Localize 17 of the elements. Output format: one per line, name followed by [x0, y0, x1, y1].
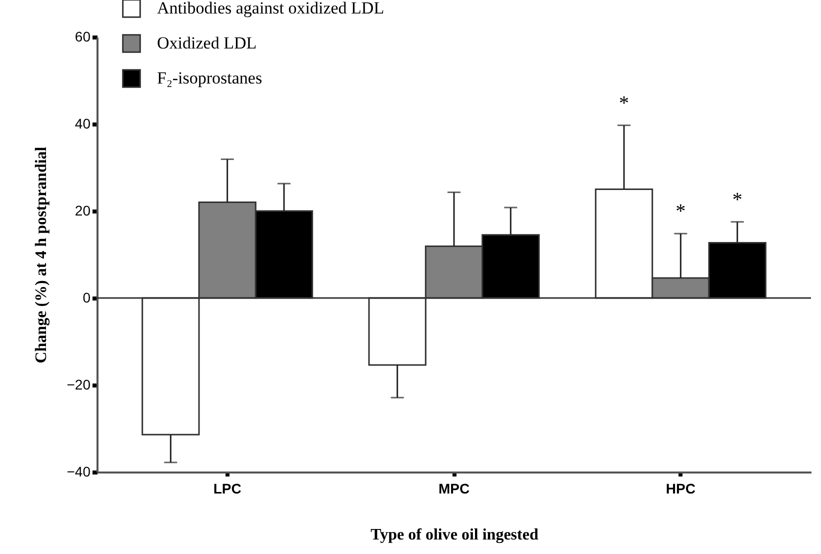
annotation: *: [676, 200, 686, 223]
legend-label: F₂-isoprostanes: [157, 68, 262, 88]
x-tick-label: MPC: [438, 480, 470, 496]
x-tick-label: HPC: [666, 480, 696, 496]
x-tick-label: LPC: [213, 480, 242, 496]
annotation: *: [619, 92, 629, 114]
legend-label: Oxidized LDL: [157, 34, 257, 52]
y-tick-label: −40: [66, 464, 91, 480]
annotation: *: [732, 188, 742, 211]
y-tick-label: 0: [82, 290, 91, 306]
y-tick-label: −20: [66, 376, 91, 392]
y-tick-label: 20: [74, 202, 91, 218]
y-tick-label: 60: [74, 28, 91, 44]
y-tick-label: 40: [74, 116, 91, 132]
legend-label: Antibodies against oxidized LDL: [157, 0, 384, 18]
x-axis-title: Type of olive oil ingested: [370, 526, 538, 544]
y-axis-title: Change (%) at 4 h postprandial: [32, 146, 50, 364]
